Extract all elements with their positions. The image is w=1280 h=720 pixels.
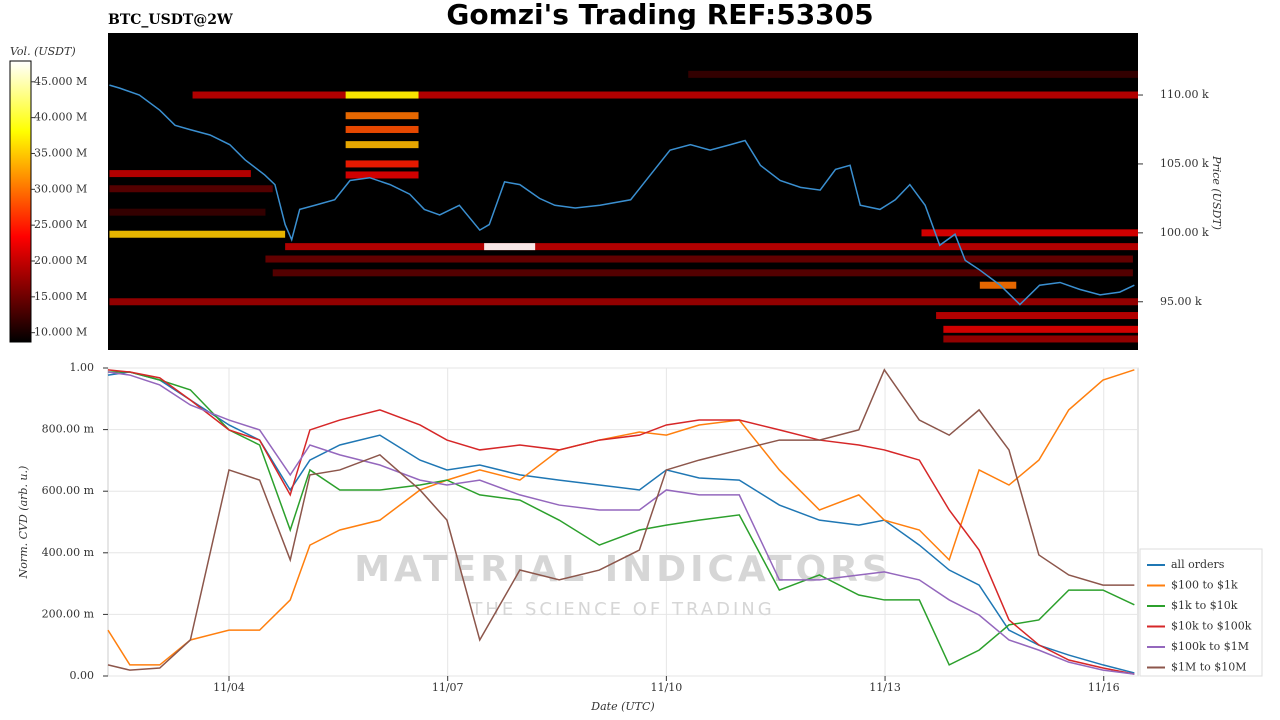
y-axis-label: Price (USDT) (1210, 155, 1223, 230)
legend-box (1139, 548, 1263, 677)
order-band (345, 112, 419, 120)
colorbar-tick-label: 35.000 M (34, 146, 87, 159)
order-band (345, 160, 419, 168)
colorbar-label: Vol. (USDT) (10, 45, 76, 58)
order-band (345, 125, 419, 133)
heatmap-background (108, 33, 1138, 350)
cvd-chart: 0.00 200.00 m 400.00 m 600.00 m 800.00 m 1.00… (42, 361, 1263, 694)
cvd-line (107, 369, 1135, 675)
y-tick-label: 100.00 k (1160, 226, 1209, 239)
watermark: THE SCIENCE OF TRADING (470, 599, 774, 620)
legend-label: all orders (1171, 558, 1225, 571)
order-band (109, 185, 273, 193)
y-tick-label: 95.00 k (1160, 295, 1202, 308)
y-tick-label: 105.00 k (1160, 157, 1209, 170)
order-band (265, 255, 1133, 263)
cvd-line (107, 368, 1135, 671)
cvd-line (108, 371, 1135, 666)
watermark: MATERIAL INDICATORS (354, 549, 892, 590)
order-band (109, 230, 286, 238)
order-band (192, 91, 1138, 99)
y-tick-label: 400.00 m (42, 546, 95, 559)
legend-label: $100k to $1M (1171, 640, 1249, 653)
y-tick-label: 800.00 m (42, 423, 95, 436)
legend-label: $1M to $10M (1171, 661, 1247, 674)
heatmap-chart: 95.00 k 100.00 k 105.00 k 110.00 k 10.000 M 1… (31, 70, 1209, 343)
legend-label: $100 to $1k (1171, 579, 1238, 592)
y-tick-label: 110.00 k (1160, 88, 1209, 101)
order-band (484, 243, 536, 251)
colorbar-tick-label: 45.000 M (34, 75, 87, 88)
order-band (921, 229, 1138, 237)
cvd-line (107, 369, 1135, 666)
x-tick-label: 11/16 (1088, 681, 1120, 694)
cvd-plot-area (107, 367, 1139, 677)
price-line (109, 84, 1135, 306)
colorbar (9, 60, 32, 343)
colorbar-tick-label: 30.000 M (34, 182, 87, 195)
order-band (688, 70, 1138, 78)
order-band (285, 243, 1138, 251)
x-tick-label: 11/04 (213, 681, 245, 694)
colorbar-tick-label: 25.000 M (34, 218, 87, 231)
order-band (943, 335, 1138, 343)
order-band (943, 325, 1138, 333)
colorbar-tick-label: 10.000 M (34, 326, 87, 339)
order-band (345, 91, 419, 99)
order-band (936, 312, 1138, 320)
colorbar-tick-label: 40.000 M (34, 111, 87, 124)
order-band (109, 208, 266, 216)
order-band (109, 170, 251, 178)
order-band (272, 269, 1133, 277)
colorbar-tick-label: 20.000 M (34, 254, 87, 267)
order-band (109, 298, 1139, 306)
x-axis-label: Date (UTC) (590, 700, 654, 713)
x-tick-label: 11/10 (651, 681, 683, 694)
y-tick-label: 0.00 (70, 669, 95, 682)
order-band (345, 171, 419, 179)
chart-title: Gomzi's Trading REF:53305 (446, 0, 873, 31)
x-tick-label: 11/13 (869, 681, 901, 694)
subtitle: BTC_USDT@2W (108, 12, 233, 28)
y-tick-label: 600.00 m (42, 484, 95, 497)
y-tick-label: 200.00 m (42, 607, 95, 620)
colorbar-tick-label: 15.000 M (34, 290, 87, 303)
order-band (345, 141, 419, 149)
x-tick-label: 11/07 (432, 681, 464, 694)
y-tick-label: 1.00 (70, 361, 95, 374)
y-axis-label: Norm. CVD (arb. u.) (17, 466, 30, 580)
cvd-line (107, 371, 1135, 675)
legend-label: $10k to $100k (1171, 620, 1252, 633)
order-band (979, 281, 1017, 289)
legend-label: $1k to $10k (1171, 599, 1238, 612)
